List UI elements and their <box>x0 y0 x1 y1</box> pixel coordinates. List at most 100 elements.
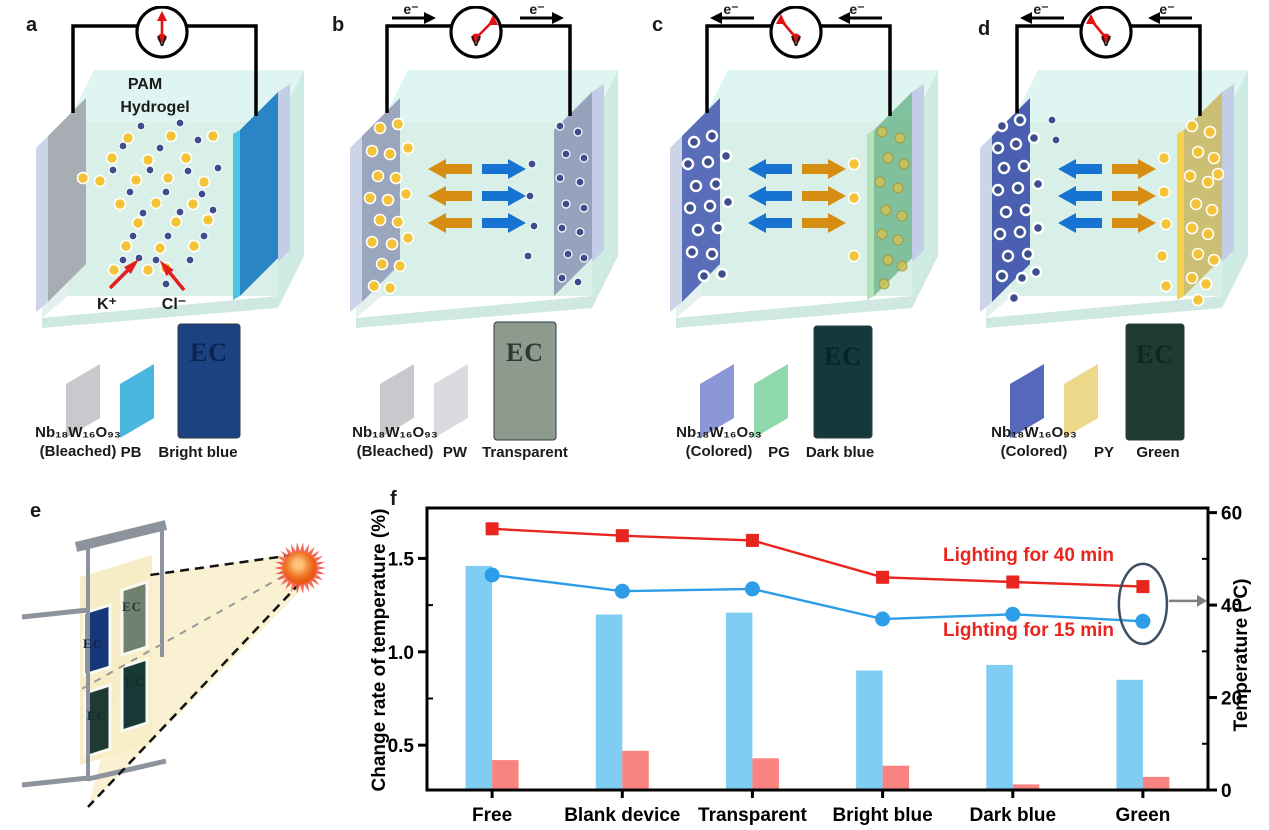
film-state: (Bleached) <box>356 443 434 460</box>
svg-text:60: 60 <box>1221 504 1242 525</box>
x-tick-label: Blank device <box>564 805 680 826</box>
svg-text:0: 0 <box>1221 781 1232 802</box>
bleached-film-swatch <box>700 364 734 438</box>
sample-films <box>1010 323 1185 441</box>
film-state: (Colored) <box>1000 443 1068 460</box>
window-frame <box>21 520 168 788</box>
svg-text:1.0: 1.0 <box>388 643 414 664</box>
circuit-wires <box>71 24 258 116</box>
window-pane-ec-label: EC <box>86 708 108 723</box>
circuit-wires <box>705 24 892 116</box>
film-formula: Nb₁₈W₁₆O₉₃ <box>35 424 121 441</box>
right-electrode <box>1177 84 1234 300</box>
bar-blue <box>725 612 753 790</box>
ec-photo-label-c: EC <box>823 342 863 371</box>
electron-flow-arrow <box>838 12 882 24</box>
ion-migration-arrows <box>1058 159 1156 233</box>
bar-red <box>1012 784 1040 790</box>
highlight-ellipse <box>1117 562 1169 646</box>
counter-film-swatch <box>1064 364 1098 438</box>
x-tick-label: Bright blue <box>832 805 932 826</box>
film-formula: Nb₁₈W₁₆O₉₃ <box>991 424 1077 441</box>
line-lighting-40min <box>485 522 1150 594</box>
bleached-film-swatch <box>1010 364 1044 438</box>
right-electrode <box>867 84 924 300</box>
annotation-lighting-40min: Lighting for 40 min <box>943 545 1114 566</box>
ec-photo <box>1125 323 1185 441</box>
x-tick-label: Free <box>472 805 512 826</box>
counter-film-swatch <box>120 364 154 438</box>
x-tick-label: Dark blue <box>970 805 1057 826</box>
right-axis-title: Temperature (°C) <box>1231 578 1252 732</box>
film-state: (Colored) <box>685 443 753 460</box>
panel-label-c: c <box>652 14 664 36</box>
bar-blue <box>595 614 623 790</box>
counter-film-label: PW <box>442 444 468 461</box>
device-diagram-a <box>8 6 320 476</box>
ions <box>991 113 1225 307</box>
bar-blue <box>1116 679 1143 790</box>
device-diagram-c <box>670 6 938 439</box>
voltmeter-icon <box>1079 6 1133 59</box>
bar-red <box>882 765 910 790</box>
electron-flow-arrow <box>710 12 754 24</box>
counter-film-label: PB <box>120 444 142 461</box>
sample-films <box>700 325 873 439</box>
ec-photo-label-a: EC <box>189 338 229 367</box>
right-electrode <box>554 84 604 296</box>
ion-migration-arrows <box>748 159 846 233</box>
left-electrode <box>36 98 86 312</box>
bleached-film-swatch <box>66 364 100 438</box>
bars <box>465 565 1170 790</box>
sunlight-rays <box>77 553 301 808</box>
counter-film-label: PG <box>768 444 790 461</box>
x-tick-label: Green <box>1115 805 1170 826</box>
circuit-wires <box>385 24 572 116</box>
counter-film-swatch <box>434 364 468 438</box>
device-diagram-a <box>36 6 304 439</box>
plot-border <box>425 506 1210 792</box>
photo-caption: Dark blue <box>805 444 875 461</box>
ion-pointer-arrows <box>108 258 186 292</box>
voltmeter-icon <box>449 6 503 59</box>
photo-caption: Green <box>1136 444 1180 461</box>
electron-label: e⁻ <box>723 1 739 17</box>
window-pane-ec-label: EC <box>82 636 104 651</box>
ion-migration-arrows <box>428 159 526 233</box>
electron-label: e⁻ <box>1159 1 1175 17</box>
film-state: (Bleached) <box>39 443 117 460</box>
panel-label-e: e <box>30 500 42 522</box>
ions <box>76 118 223 289</box>
film-formula: Nb₁₈W₁₆O₉₃ <box>352 424 438 441</box>
svg-text:20: 20 <box>1221 689 1242 710</box>
svg-text:0.5: 0.5 <box>388 736 415 757</box>
axis-pointer-arrow <box>1168 594 1207 607</box>
panel-label-d: d <box>978 18 991 40</box>
device-diagram-c <box>642 6 954 476</box>
sun-icon <box>274 542 326 594</box>
voltmeter-label-c: V <box>790 33 801 50</box>
voltmeter-label-a: V <box>156 33 167 50</box>
svg-text:1.5: 1.5 <box>388 549 415 570</box>
electron-label: e⁻ <box>403 1 419 17</box>
right-axis: 0 20 40 60 <box>1202 504 1242 802</box>
panel-label-f: f <box>390 488 397 510</box>
panel-label-a: a <box>26 14 38 36</box>
voltmeter-icon <box>135 6 189 59</box>
photo-caption: Bright blue <box>158 444 238 461</box>
window-pane-ec-label: EC <box>124 674 146 689</box>
line-lighting-15min <box>484 567 1151 629</box>
bar-blue <box>465 565 493 790</box>
voltmeter-label-b: V <box>470 33 481 50</box>
electron-label: e⁻ <box>1033 1 1049 17</box>
right-electrode <box>233 84 290 300</box>
ec-photo <box>813 325 873 439</box>
anion-label: Cl⁻ <box>161 296 187 313</box>
ec-photo-label-d: EC <box>1135 340 1175 369</box>
film-formula: Nb₁₈W₁₆O₉₃ <box>676 424 762 441</box>
annotation-lighting-15min: Lighting for 15 min <box>943 620 1114 641</box>
device-diagram-b <box>350 6 618 441</box>
voltmeter-icon <box>769 6 823 59</box>
temperature-chart: 0.5 1.0 1.5 0 20 40 60 Free Blank device… <box>388 504 1243 826</box>
device-diagram-b <box>322 6 634 476</box>
